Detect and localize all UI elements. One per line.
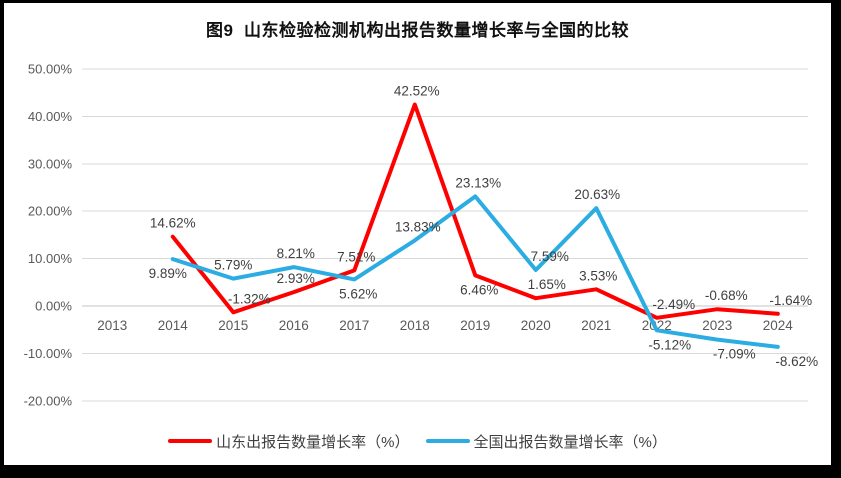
y-axis-tick-label: -20.00% (24, 393, 73, 408)
data-label-national: 23.13% (455, 175, 501, 190)
chart-title: 图9 山东检验检测机构出报告数量增长率与全国的比较 (206, 21, 629, 40)
x-axis-tick-label: 2014 (158, 318, 189, 333)
frame-border-right (831, 0, 841, 478)
y-axis-tick-label: 30.00% (28, 156, 73, 171)
data-label-national: -7.09% (713, 347, 756, 362)
x-axis-tick-label: 2017 (339, 318, 369, 333)
x-axis-tick-label: 2018 (400, 318, 430, 333)
data-label-shandong: 14.62% (150, 216, 196, 231)
data-label-shandong: -0.68% (705, 288, 748, 303)
data-label-national: -8.62% (775, 354, 818, 369)
legend-swatch-blue-line (425, 439, 470, 443)
series-line-national (170, 194, 780, 349)
y-axis-tick-label: 50.00% (28, 62, 73, 77)
legend-item-shandong: 山东出报告数量增长率（%） (168, 431, 410, 452)
data-label-national: 7.59% (531, 249, 569, 264)
data-label-national: 5.62% (339, 286, 377, 301)
legend-item-national: 全国出报告数量增长率（%） (425, 431, 667, 452)
frame-border-left (0, 0, 4, 478)
x-axis-tick-label: 2024 (763, 318, 794, 333)
frame-border-top (0, 0, 841, 3)
x-axis-tick-label: 2022 (642, 318, 672, 333)
y-axis-tick-label: 20.00% (28, 204, 73, 219)
x-axis-tick-label: 2020 (521, 318, 551, 333)
data-label-shandong: -1.64% (769, 293, 812, 308)
data-label-national: 13.83% (395, 219, 441, 234)
y-axis-tick-label: -10.00% (24, 346, 73, 361)
chart-legend: 山东出报告数量增长率（%） 全国出报告数量增长率（%） (4, 430, 831, 452)
data-label-shandong: 2.93% (277, 271, 315, 286)
x-axis-tick-label: 2019 (460, 318, 490, 333)
data-label-shandong: 1.65% (528, 277, 566, 292)
data-label-national: 5.79% (214, 258, 252, 273)
legend-label-shandong: 山东出报告数量增长率（%） (216, 433, 410, 451)
data-label-shandong: 3.53% (579, 268, 617, 283)
data-label-shandong: 6.46% (460, 282, 498, 297)
data-label-national: 9.89% (149, 266, 187, 281)
frame-border-bottom (0, 465, 841, 478)
data-label-shandong: -2.49% (652, 297, 695, 312)
legend-swatch-red-line (168, 439, 213, 443)
x-axis-tick-label: 2023 (702, 318, 732, 333)
y-axis-tick-label: 0.00% (35, 299, 72, 314)
data-label-national: 20.63% (574, 187, 620, 202)
series-line-shandong (170, 102, 780, 320)
data-label-national: 8.21% (277, 246, 315, 261)
y-axis-tick-label: 10.00% (28, 251, 73, 266)
data-label-shandong: -1.32% (228, 291, 271, 306)
x-axis-tick-label: 2013 (97, 318, 127, 333)
x-axis-tick-label: 2015 (218, 318, 248, 333)
y-axis-tick-label: 40.00% (28, 109, 73, 124)
x-axis-tick-label: 2016 (279, 318, 309, 333)
data-label-national: -5.12% (648, 337, 691, 352)
legend-label-national: 全国出报告数量增长率（%） (473, 433, 667, 451)
data-label-shandong: 7.51% (337, 249, 375, 264)
x-axis-tick-label: 2021 (581, 318, 611, 333)
data-label-shandong: 42.52% (394, 84, 440, 99)
